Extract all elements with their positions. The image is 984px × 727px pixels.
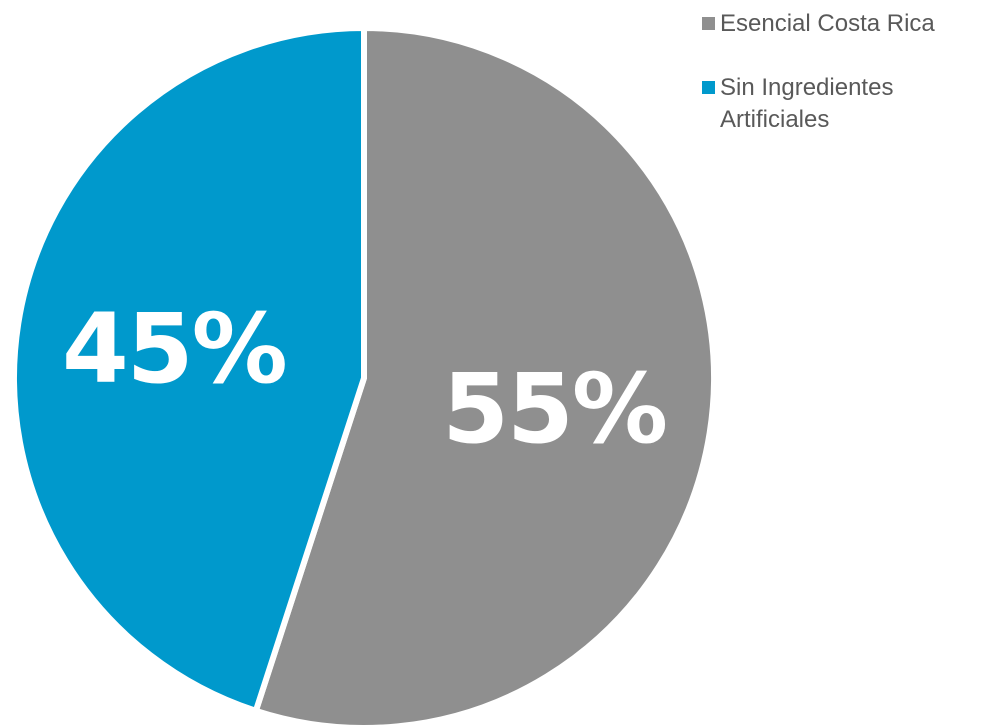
legend-item-sin-ingredientes[interactable]: Sin Ingredientes Artificiales [702, 72, 982, 136]
legend-swatch-sin-ingredientes [702, 81, 715, 94]
legend-swatch-esencial [702, 17, 715, 30]
legend-label-esencial: Esencial Costa Rica [720, 10, 935, 37]
pie-label-esencial: 55% [442, 353, 666, 465]
chart-legend: Esencial Costa Rica Sin Ingredientes Art… [702, 8, 982, 168]
pie-slice-sin-ingredientes[interactable] [11, 25, 367, 714]
legend-label-sin-ingredientes: Sin Ingredientes Artificiales [720, 74, 894, 133]
legend-item-esencial[interactable]: Esencial Costa Rica [702, 8, 982, 40]
pie-slice-esencial[interactable] [252, 25, 717, 727]
pie-chart: 55% 45% [11, 25, 717, 727]
pie-label-sin-ingredientes: 45% [62, 293, 286, 405]
